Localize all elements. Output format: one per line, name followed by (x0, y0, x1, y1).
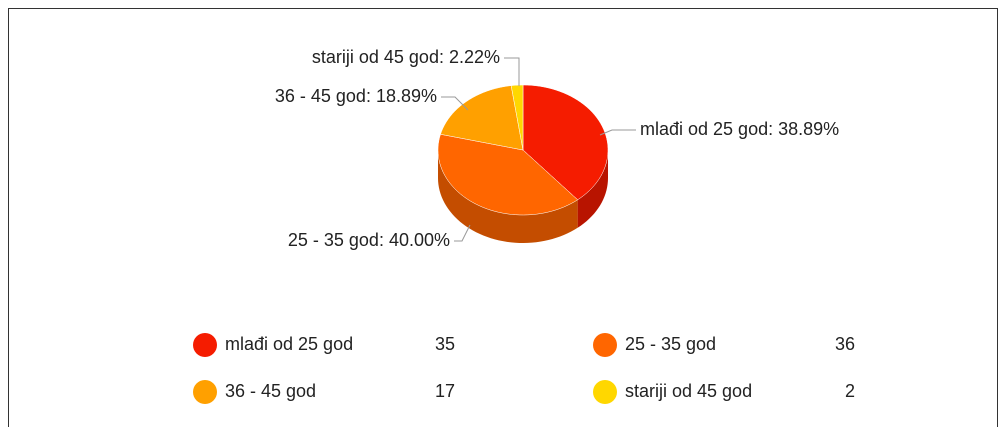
slice-label: 36 - 45 god: 18.89% (275, 86, 437, 106)
slice (440, 85, 524, 151)
legend-marker (593, 380, 617, 404)
slice-label: mlađi od 25 god: 38.89% (640, 119, 839, 139)
legend-label: 36 - 45 god (225, 381, 316, 401)
leader-line (504, 57, 520, 86)
slice (437, 133, 579, 216)
legend-marker (193, 380, 217, 404)
slice (522, 84, 609, 201)
frame (8, 8, 998, 427)
slice-side (577, 150, 608, 228)
slice-label: 25 - 35 god: 40.00% (288, 230, 450, 250)
slice-side (438, 150, 578, 243)
legend-label: mlađi od 25 god (225, 334, 353, 354)
legend-value: 2 (845, 381, 855, 401)
leader-line (454, 224, 471, 242)
leader-line (599, 129, 636, 136)
leader-line (441, 96, 469, 111)
legend-value: 35 (435, 334, 455, 354)
legend-label: 25 - 35 god (625, 334, 716, 354)
slice-label: stariji od 45 god: 2.22% (312, 47, 500, 67)
legend-value: 36 (835, 334, 855, 354)
legend-value: 17 (435, 381, 455, 401)
slice (510, 84, 524, 151)
legend-marker (593, 333, 617, 357)
legend-marker (193, 333, 217, 357)
legend-label: stariji od 45 god (625, 381, 752, 401)
